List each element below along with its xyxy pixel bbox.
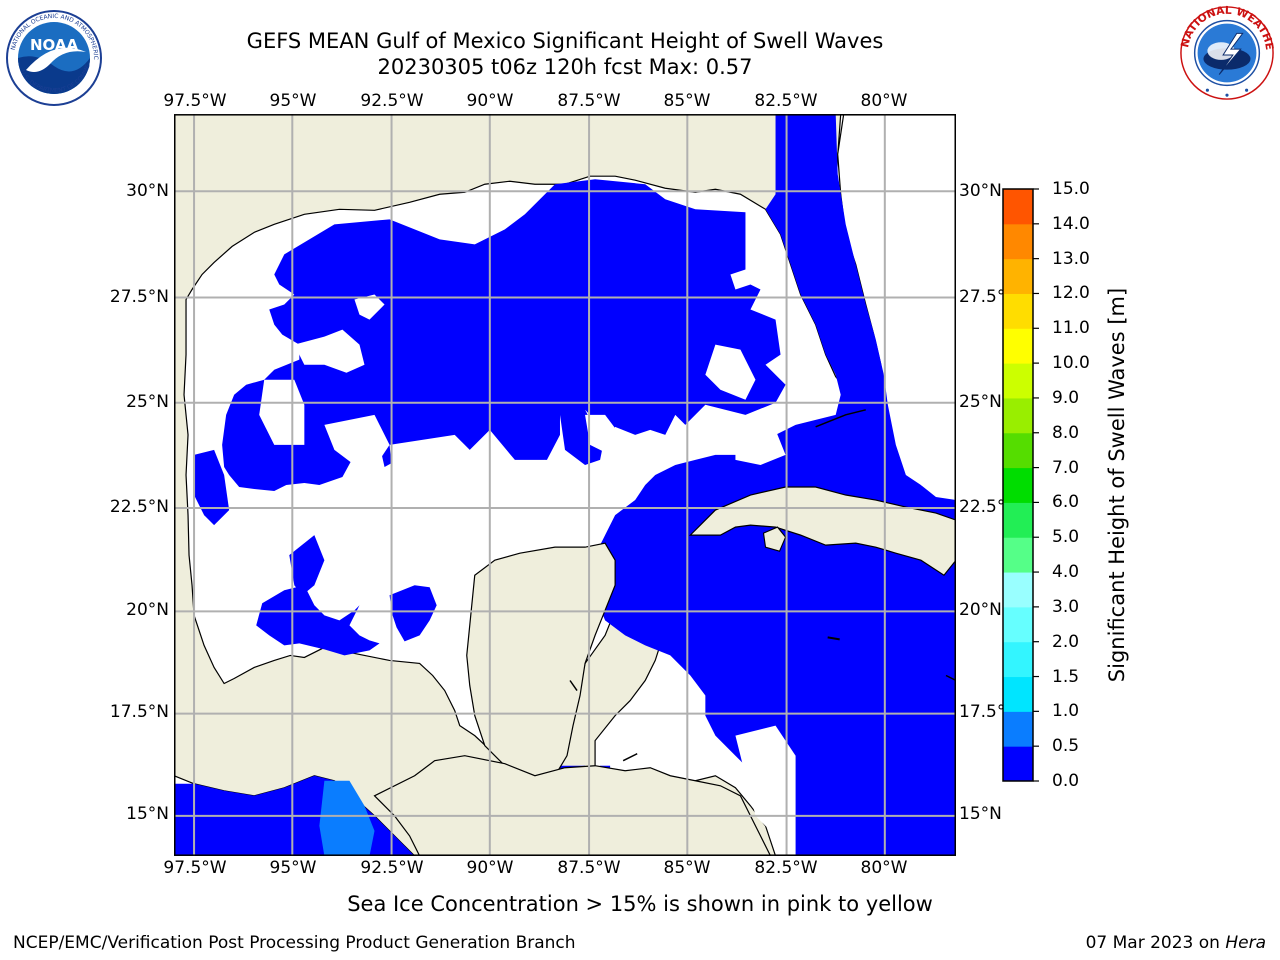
lon-tick-bottom: 80°W	[860, 858, 908, 878]
colorbar-tick-label: 9.0	[1052, 387, 1080, 408]
colorbar-label: Significant Height of Swell Waves [m]	[1105, 287, 1129, 683]
colorbar-segment	[1003, 676, 1033, 712]
colorbar-segment	[1003, 502, 1033, 538]
colorbar-segment	[1003, 537, 1033, 573]
colorbar-segment	[1003, 641, 1033, 678]
colorbar-tick-label: 14.0	[1052, 213, 1090, 234]
swell-05-bin	[319, 780, 375, 856]
lon-tick-bottom: 85°W	[663, 858, 711, 878]
colorbar-tick-label: 1.5	[1052, 666, 1080, 687]
central-america-land	[373, 755, 772, 856]
lat-tick-right: 30°N	[959, 181, 1002, 201]
lon-tick-bottom: 82.5°W	[754, 858, 818, 878]
colorbar-segment	[1003, 328, 1033, 364]
lon-tick-bottom: 95°W	[269, 858, 317, 878]
footer-date-text: 07 Mar 2023 on	[1085, 933, 1226, 953]
chart-subtitle: 20230305 t06z 120h fcst Max: 0.57	[377, 55, 753, 79]
colorbar-segment	[1003, 363, 1033, 399]
map-frame	[174, 114, 956, 856]
colorbar-segment	[1003, 397, 1033, 434]
sea-ice-caption: Sea Ice Concentration > 15% is shown in …	[347, 892, 933, 916]
footer-branch: NCEP/EMC/Verification Post Processing Pr…	[13, 933, 576, 953]
colorbar-segment	[1003, 223, 1033, 260]
lat-tick-right: 20°N	[959, 600, 1002, 620]
colorbar-tick-label: 2.0	[1052, 631, 1080, 652]
colorbar-segment	[1003, 258, 1033, 294]
colorbar-tick-label: 8.0	[1052, 422, 1080, 443]
colorbar-tick-label: 6.0	[1052, 492, 1080, 513]
colorbar-tick-label: 11.0	[1052, 318, 1090, 339]
yucatan-peninsula	[466, 542, 616, 777]
lat-tick-left: 30°N	[126, 181, 169, 201]
lon-tick-top: 97.5°W	[163, 91, 227, 111]
map-gridlines	[174, 114, 956, 856]
colorbar-segment	[1003, 467, 1033, 503]
lat-tick-left: 17.5°N	[109, 702, 169, 722]
lat-tick-left: 27.5°N	[109, 287, 169, 307]
lat-tick-left: 22.5°N	[109, 497, 169, 517]
footer-machine: Hera	[1225, 933, 1266, 953]
lon-tick-top: 95°W	[269, 91, 317, 111]
colorbar-tick-label: 0.0	[1052, 771, 1080, 791]
colorbar-tick-label: 12.0	[1052, 283, 1090, 304]
colorbar	[1002, 188, 1039, 782]
lon-tick-bottom: 97.5°W	[163, 858, 227, 878]
lon-tick-top: 92.5°W	[360, 91, 424, 111]
lon-tick-bottom: 87.5°W	[557, 858, 621, 878]
footer-date: 07 Mar 2023 on Hera	[1086, 933, 1266, 953]
lat-tick-left: 15°N	[126, 804, 169, 824]
colorbar-tick-label: 4.0	[1052, 562, 1080, 583]
colorbar-tick-label: 0.5	[1052, 736, 1080, 757]
lon-tick-bottom: 92.5°W	[360, 858, 424, 878]
lat-tick-right: 15°N	[959, 804, 1002, 824]
colorbar-tick-label: 3.0	[1052, 596, 1080, 617]
colorbar-segment	[1003, 746, 1033, 782]
gulf-map	[174, 114, 956, 856]
colorbar-segment	[1003, 432, 1033, 469]
colorbar-tick-label: 13.0	[1052, 248, 1090, 269]
colorbar-tick-label: 10.0	[1052, 353, 1090, 374]
lon-tick-bottom: 90°W	[466, 858, 514, 878]
lon-tick-top: 90°W	[466, 91, 514, 111]
lat-tick-left: 20°N	[126, 600, 169, 620]
colorbar-segment	[1003, 572, 1033, 608]
colorbar-tick-label: 5.0	[1052, 527, 1080, 548]
lon-tick-top: 80°W	[860, 91, 908, 111]
lat-tick-right: 25°N	[959, 392, 1002, 412]
noaa-logo-icon: NOAA NATIONAL OCEANIC AND ATMOSPHERIC AD…	[4, 8, 102, 106]
colorbar-tick-label: 1.0	[1052, 701, 1080, 722]
lon-tick-top: 82.5°W	[754, 91, 818, 111]
colorbar-tick-label: 15.0	[1052, 179, 1090, 199]
chart-title: GEFS MEAN Gulf of Mexico Significant Hei…	[246, 29, 884, 53]
colorbar-segment	[1003, 606, 1033, 643]
colorbar-segment	[1003, 189, 1033, 225]
isle-of-youth	[762, 526, 787, 552]
colorbar-segment	[1003, 293, 1033, 329]
colorbar-segment	[1003, 711, 1033, 747]
lon-tick-top: 87.5°W	[557, 91, 621, 111]
colorbar-tick-label: 7.0	[1052, 457, 1080, 478]
noaa-logo-text: NOAA	[30, 36, 79, 54]
swell-lowest-bin	[174, 114, 956, 856]
nws-logo-icon: NATIONAL WEATHER SERVICE	[1178, 4, 1276, 100]
lat-tick-left: 25°N	[126, 392, 169, 412]
lon-tick-top: 85°W	[663, 91, 711, 111]
